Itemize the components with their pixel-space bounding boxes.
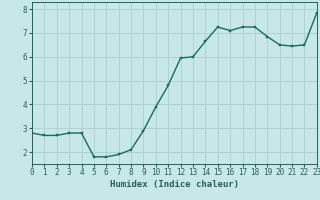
X-axis label: Humidex (Indice chaleur): Humidex (Indice chaleur) [110, 180, 239, 189]
